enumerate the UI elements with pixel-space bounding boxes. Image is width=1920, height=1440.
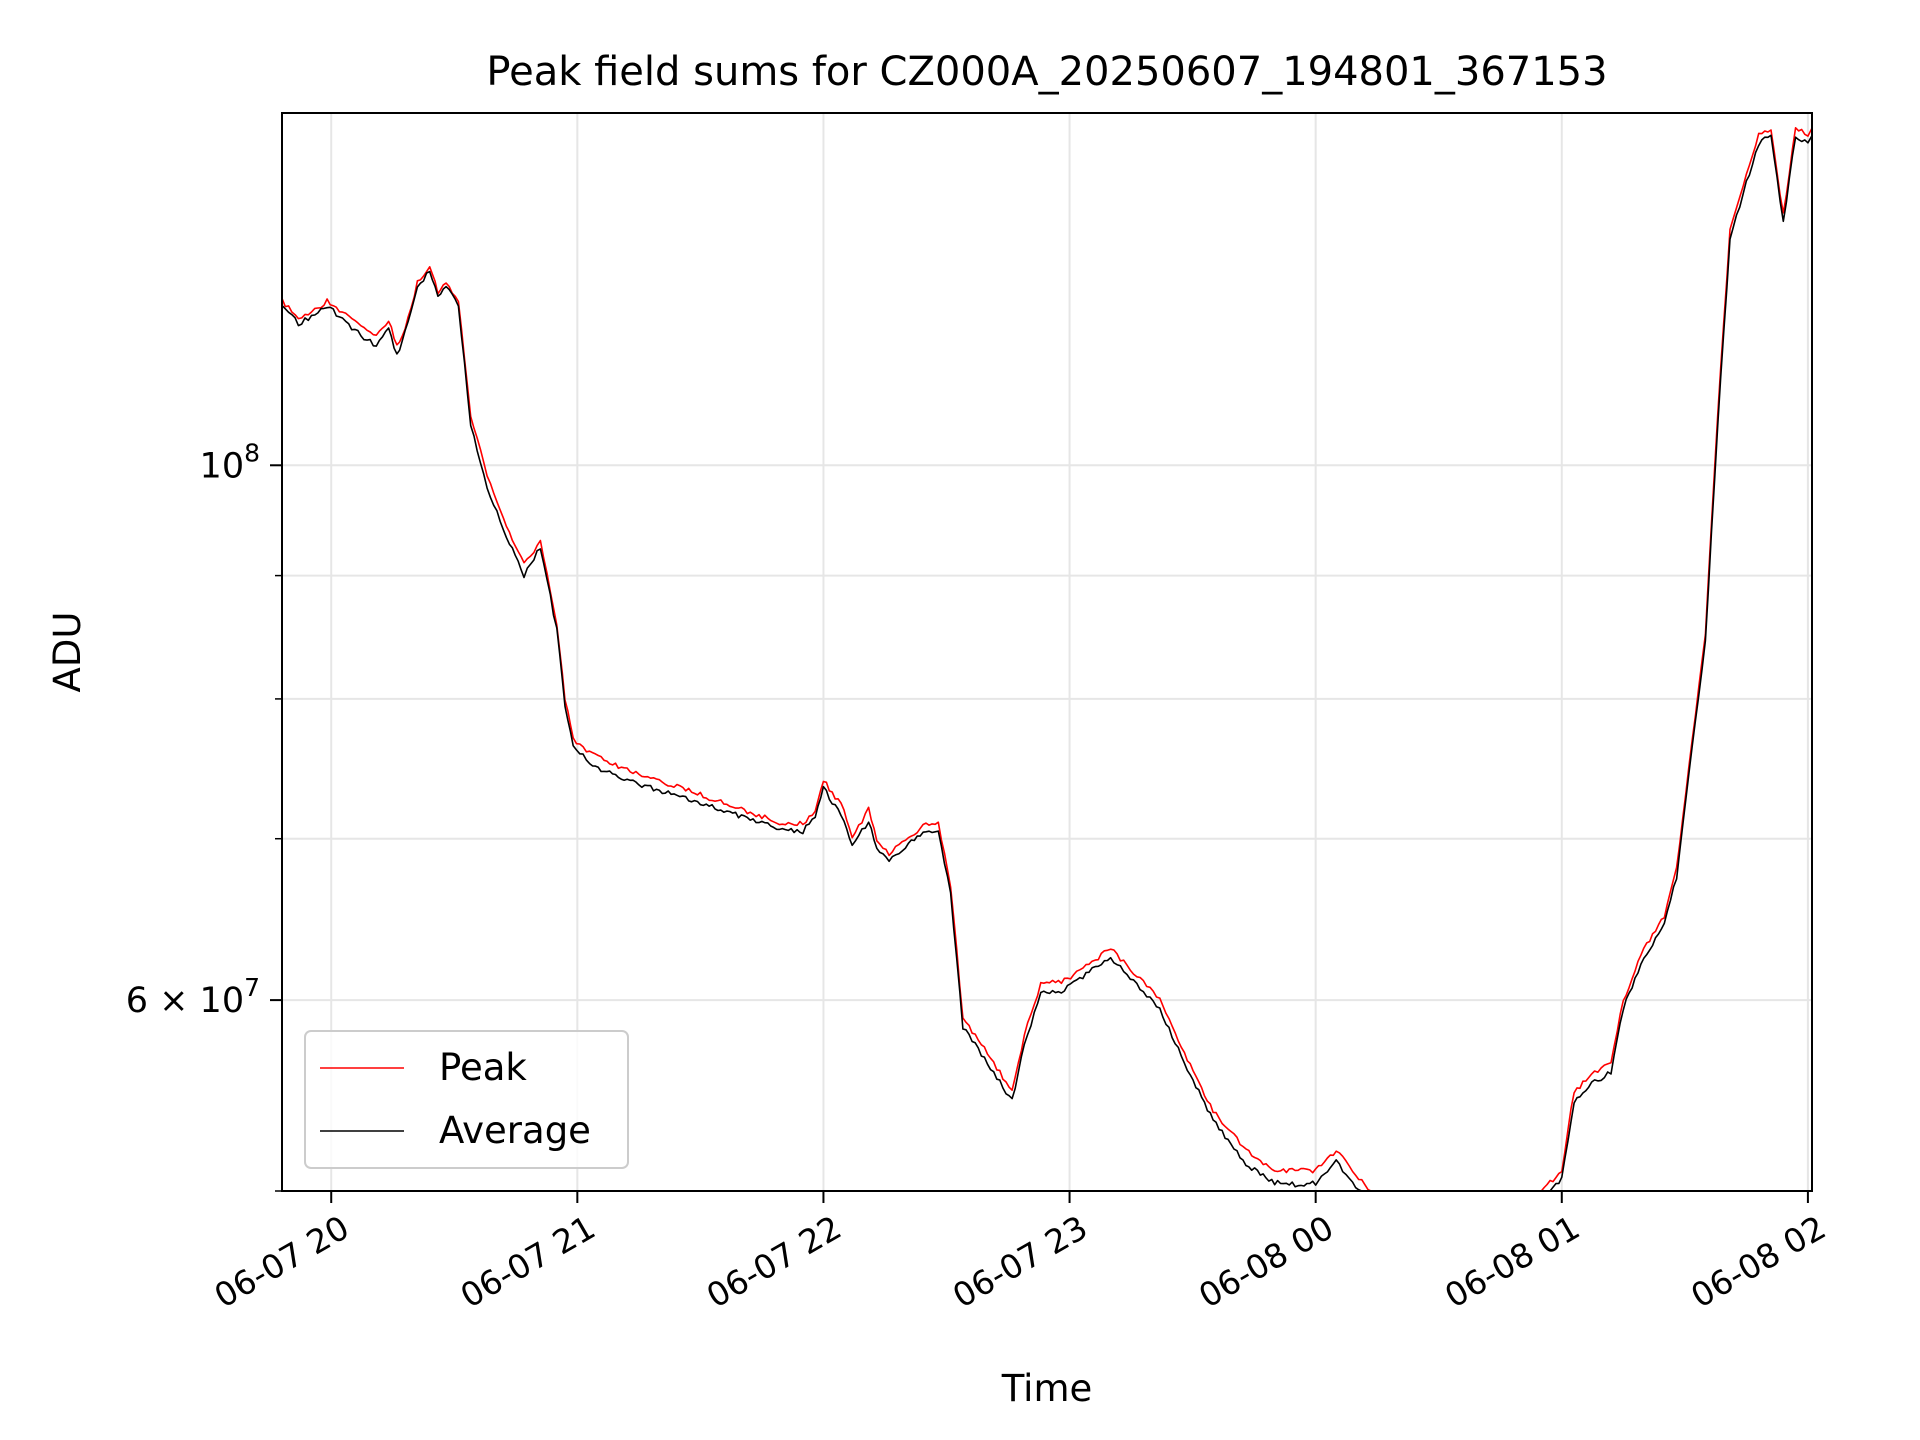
y-gridlines: [282, 464, 1812, 1192]
chart-title: Peak field sums for CZ000A_20250607_1948…: [486, 49, 1607, 95]
plot-area-frame: [281, 112, 1813, 1192]
y-tick-label: 6 × 107: [126, 973, 260, 1021]
legend-box: [304, 1030, 629, 1169]
y-tick-label-base: 6 × 10: [126, 981, 244, 1021]
series-lines: [281, 127, 1813, 1192]
legend: Peak Average: [304, 1030, 629, 1169]
legend-label-average: Average: [439, 1109, 591, 1152]
y-tick-label-exponent: 7: [244, 973, 260, 1002]
legend-label-peak: Peak: [439, 1046, 527, 1089]
y-tick-label: 108: [200, 438, 260, 486]
y-axis: 6 × 107 108: [126, 438, 282, 1192]
y-tick-label-base: 10: [200, 446, 245, 486]
y-axis-label: ADU: [46, 612, 89, 693]
series-line-peak: [281, 127, 1813, 1192]
x-gridlines: [330, 113, 1809, 1191]
series-line-average: [281, 134, 1813, 1192]
x-axis-label: Time: [1001, 1367, 1093, 1410]
y-tick-label-exponent: 8: [244, 438, 260, 467]
